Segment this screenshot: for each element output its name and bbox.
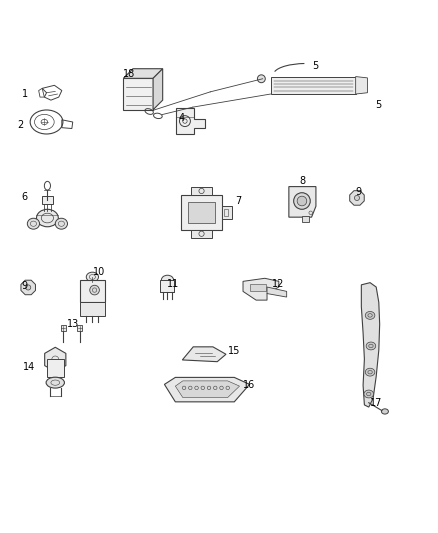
Text: 9: 9 xyxy=(356,187,362,197)
Text: 2: 2 xyxy=(17,119,24,130)
Text: 4: 4 xyxy=(179,113,185,123)
Polygon shape xyxy=(182,347,226,362)
Bar xyxy=(188,202,215,223)
Text: 8: 8 xyxy=(299,176,305,187)
Polygon shape xyxy=(350,191,364,205)
Bar xyxy=(80,280,105,302)
Text: 6: 6 xyxy=(21,192,28,201)
Text: 5: 5 xyxy=(312,61,318,71)
Bar xyxy=(271,77,356,94)
Ellipse shape xyxy=(55,218,67,229)
Ellipse shape xyxy=(365,311,375,319)
Text: 16: 16 xyxy=(244,380,256,390)
Ellipse shape xyxy=(293,193,310,209)
Ellipse shape xyxy=(86,272,99,282)
Ellipse shape xyxy=(26,285,31,290)
Polygon shape xyxy=(153,69,162,110)
Text: 11: 11 xyxy=(167,279,179,289)
Ellipse shape xyxy=(381,409,389,414)
Text: 7: 7 xyxy=(236,196,242,206)
Polygon shape xyxy=(361,282,380,407)
Text: 5: 5 xyxy=(375,100,381,110)
Polygon shape xyxy=(21,280,35,295)
Polygon shape xyxy=(175,381,240,398)
Text: 1: 1 xyxy=(21,89,28,99)
Bar xyxy=(222,206,232,219)
Bar xyxy=(224,209,228,216)
Polygon shape xyxy=(45,348,66,372)
Ellipse shape xyxy=(258,75,265,83)
Bar xyxy=(191,187,212,195)
Text: 15: 15 xyxy=(228,346,240,356)
Text: 18: 18 xyxy=(124,69,136,79)
Bar xyxy=(77,325,82,331)
Ellipse shape xyxy=(364,390,374,398)
Polygon shape xyxy=(289,187,316,217)
Polygon shape xyxy=(267,287,287,297)
Ellipse shape xyxy=(90,285,99,295)
Ellipse shape xyxy=(36,209,58,227)
Bar xyxy=(160,280,174,292)
Bar xyxy=(124,78,153,110)
Polygon shape xyxy=(243,278,279,300)
Bar xyxy=(181,195,222,230)
Ellipse shape xyxy=(365,368,375,376)
Ellipse shape xyxy=(366,342,376,350)
Bar xyxy=(60,325,66,331)
Bar xyxy=(191,230,212,238)
Ellipse shape xyxy=(161,275,173,285)
Text: 17: 17 xyxy=(370,398,382,408)
Text: 13: 13 xyxy=(67,319,79,329)
Polygon shape xyxy=(356,77,367,94)
Text: 10: 10 xyxy=(93,266,105,277)
Text: 12: 12 xyxy=(272,279,284,289)
Ellipse shape xyxy=(354,196,360,200)
Bar xyxy=(302,216,308,222)
Polygon shape xyxy=(124,69,162,78)
Polygon shape xyxy=(176,108,205,134)
Bar xyxy=(250,284,266,292)
Ellipse shape xyxy=(297,196,307,206)
Ellipse shape xyxy=(27,218,39,229)
Bar xyxy=(42,196,53,204)
Polygon shape xyxy=(164,377,250,402)
Bar xyxy=(46,359,64,377)
Text: 9: 9 xyxy=(21,281,28,291)
Bar xyxy=(80,302,105,316)
Text: 14: 14 xyxy=(23,362,35,372)
Ellipse shape xyxy=(46,377,64,388)
